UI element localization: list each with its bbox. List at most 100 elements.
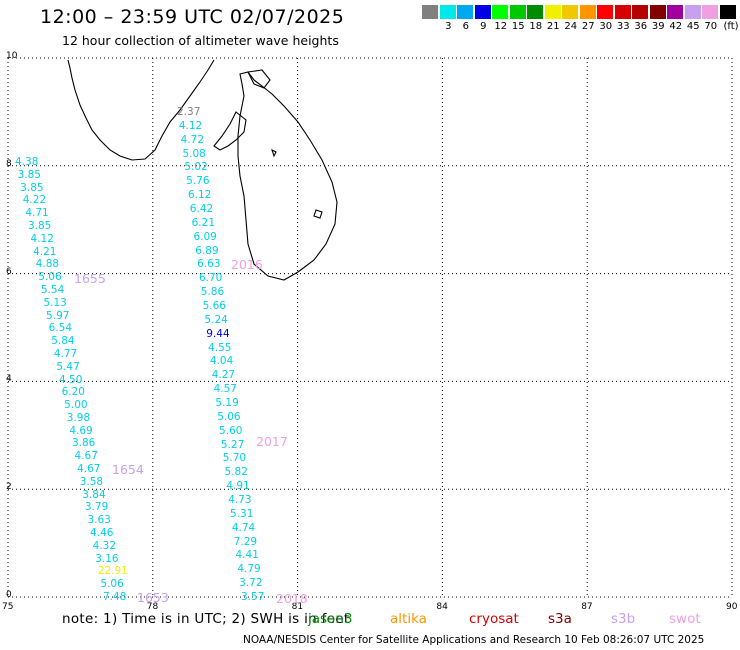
wave-height-value: 6.54 — [48, 322, 73, 335]
wave-height-value: 7.48 — [103, 591, 127, 603]
legend-unit: (ft) — [723, 21, 739, 32]
legend-label: 6 — [462, 21, 469, 32]
pass-label: 2017 — [256, 434, 288, 449]
wave-height-value: 3.72 — [239, 577, 263, 590]
wave-height-value: 3.57 — [241, 591, 265, 603]
legend-label: 30 — [599, 21, 613, 32]
wave-height-value: 4.21 — [33, 245, 57, 258]
wave-height-value: 3.85 — [20, 181, 44, 194]
satellite-name: s3a — [548, 611, 572, 627]
legend-label: 12 — [494, 21, 508, 32]
satellite-name: jason3 — [308, 611, 353, 627]
wave-height-value: 4.67 — [77, 463, 101, 476]
wave-height-value: 5.06 — [38, 271, 62, 284]
legend-swatch — [509, 5, 526, 19]
wave-height-value: 4.12 — [178, 119, 203, 132]
legend-swatch — [597, 5, 613, 19]
wave-height-value: 5.08 — [182, 147, 206, 160]
legend-swatch — [527, 5, 543, 19]
wave-height-value: 4.57 — [213, 383, 237, 396]
wave-height-value: 4.38 — [15, 156, 39, 168]
wave-height-value: 5.76 — [186, 175, 210, 188]
map-grid — [7, 57, 733, 598]
wave-height-value: 3.16 — [95, 552, 119, 565]
coastline — [67, 59, 338, 281]
legend-swatch — [544, 5, 561, 19]
wave-height-value: 5.70 — [222, 452, 247, 465]
wave-height-value: 6.20 — [61, 386, 85, 399]
wave-height-value: 5.24 — [204, 313, 228, 326]
x-tick-label: 78 — [146, 602, 159, 612]
legend-swatch — [702, 5, 718, 19]
legend-label: 3 — [445, 21, 452, 32]
pass-label: 2018 — [276, 591, 308, 606]
legend-label: 24 — [564, 21, 578, 32]
y-tick-label: 2 — [6, 482, 12, 493]
legend-label: 45 — [686, 21, 700, 32]
wave-height-value: 3.86 — [71, 437, 96, 450]
wave-height-value: 5.66 — [202, 300, 226, 312]
wave-height-value: 3.98 — [66, 411, 91, 424]
wave-height-value: 9.44 — [206, 327, 230, 340]
gulf-shore — [213, 111, 247, 151]
wave-height-value: 5.84 — [51, 335, 75, 348]
x-tick-label: 87 — [581, 602, 593, 612]
wave-height-value: 4.50 — [59, 373, 83, 386]
coastline-india — [67, 59, 215, 161]
legend-swatch — [562, 5, 578, 19]
wave-height-value: 5.47 — [56, 360, 80, 373]
wave-height-value: 6.09 — [193, 230, 217, 243]
y-tick-label: 0 — [6, 590, 12, 600]
satellite-name: altika — [390, 611, 427, 627]
legend-swatch — [632, 5, 648, 19]
wave-height-value: 5.02 — [184, 161, 208, 174]
wave-height-value: 6.21 — [191, 216, 216, 229]
x-tick-label: 84 — [436, 602, 448, 612]
jaffna-peninsula — [247, 69, 271, 89]
wave-height-value: 6.89 — [195, 244, 219, 257]
legend-swatch — [474, 5, 491, 19]
legend-swatch — [684, 5, 701, 19]
wave-height-value: 4.04 — [209, 355, 234, 368]
legend-label: 33 — [616, 21, 630, 32]
wave-height-value: 22.91 — [97, 565, 128, 578]
wave-height-value: 6.70 — [198, 272, 223, 285]
y-tick-label: 8 — [6, 158, 12, 169]
y-tick-label: 10 — [6, 51, 18, 61]
wave-height-value: 3.85 — [17, 168, 41, 181]
pass-label: 1654 — [112, 462, 144, 477]
legend-label: 36 — [634, 21, 648, 32]
legend-label: 18 — [529, 21, 543, 32]
wave-height-value: 4.69 — [69, 424, 93, 437]
legend-label: 27 — [581, 21, 595, 32]
legend-swatch — [439, 5, 456, 19]
legend-swatch — [422, 5, 438, 19]
wave-height-value: 4.72 — [180, 133, 205, 146]
page-subtitle: 12 hour collection of altimeter wave hei… — [62, 33, 339, 48]
wave-height-value: 5.60 — [219, 424, 243, 437]
wave-height-value: 4.55 — [208, 341, 232, 354]
wave-height-value: 4.79 — [237, 563, 261, 576]
wave-height-value: 4.22 — [22, 194, 47, 207]
satellite-name: cryosat — [469, 611, 519, 627]
y-tick-label: 6 — [6, 266, 12, 277]
legend-swatch — [614, 5, 631, 19]
wave-height-value: 4.71 — [25, 207, 49, 220]
wave-height-value: 5.86 — [200, 286, 225, 299]
legend-label: 9 — [480, 21, 487, 32]
x-tick-label: 90 — [726, 602, 738, 612]
wave-height-value: 4.91 — [226, 480, 250, 493]
legend-label: 15 — [511, 21, 525, 32]
pass-label: 1653 — [137, 590, 169, 605]
wave-height-value: 4.88 — [35, 258, 60, 271]
legend-swatch — [457, 5, 473, 19]
legend-swatch — [649, 5, 666, 19]
legend-swatch — [492, 5, 508, 19]
wave-height-value: 2.37 — [177, 106, 201, 118]
wave-height-value: 4.41 — [235, 549, 259, 562]
wave-height-value: 5.06 — [217, 410, 241, 423]
legend-label: 42 — [669, 21, 683, 32]
legend-swatch — [667, 5, 683, 19]
wave-height-value: 6.42 — [189, 203, 214, 215]
